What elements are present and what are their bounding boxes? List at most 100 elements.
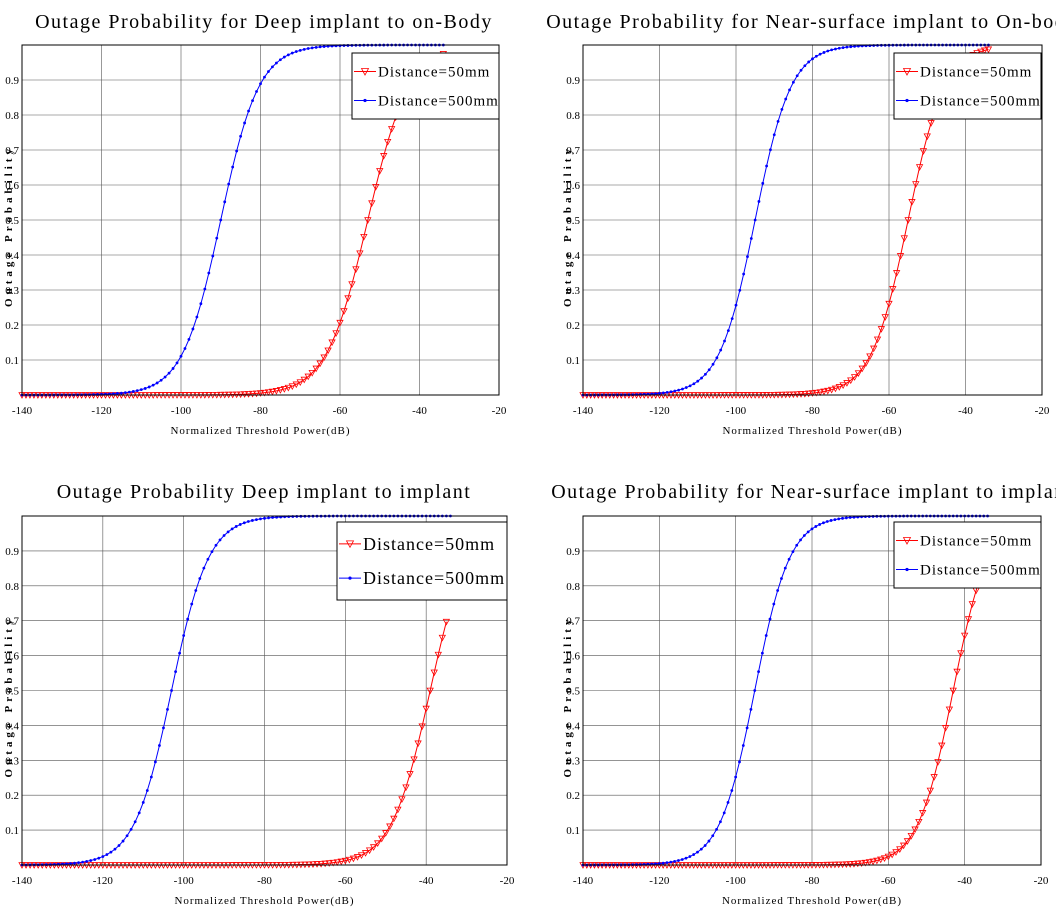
y-axis-label: Outage Probability bbox=[3, 616, 15, 778]
data-point-50mm bbox=[309, 861, 317, 868]
data-point-500mm bbox=[719, 820, 722, 824]
data-point-50mm bbox=[384, 139, 392, 146]
data-point-500mm bbox=[259, 82, 262, 86]
data-point-500mm bbox=[829, 519, 833, 522]
x-tick-label: -60 bbox=[338, 875, 353, 887]
x-tick-label: -140 bbox=[12, 405, 33, 417]
data-point-50mm bbox=[410, 756, 418, 764]
data-point-500mm bbox=[190, 602, 194, 606]
data-point-50mm bbox=[873, 336, 882, 344]
data-point-50mm bbox=[884, 853, 893, 861]
x-tick-label: -120 bbox=[91, 405, 112, 417]
data-point-50mm bbox=[843, 380, 851, 387]
data-point-500mm bbox=[129, 827, 133, 831]
data-point-50mm bbox=[292, 381, 300, 389]
data-point-50mm bbox=[372, 183, 380, 191]
chart-panel-1: -140 -120 -100 -80 -60 -40 -20 0.1 0.2 0.3 0.4 0.5 0… bbox=[3, 11, 507, 437]
data-point-500mm bbox=[170, 689, 173, 692]
data-point-500mm bbox=[673, 860, 676, 863]
data-point-500mm bbox=[657, 862, 661, 865]
data-point-500mm bbox=[234, 525, 238, 528]
legend-label-50mm: Distance=50mm bbox=[920, 64, 1032, 80]
data-point-500mm bbox=[830, 48, 834, 52]
data-point-50mm bbox=[430, 669, 438, 677]
data-point-500mm bbox=[802, 534, 806, 537]
data-point-50mm bbox=[899, 842, 908, 850]
data-point-500mm bbox=[73, 861, 76, 865]
data-point-50mm bbox=[919, 148, 928, 155]
x-tick-label: -100 bbox=[171, 405, 192, 417]
x-tick-label: -140 bbox=[573, 875, 594, 887]
data-point-500mm bbox=[726, 329, 730, 332]
x-tick-label: -100 bbox=[726, 875, 747, 887]
data-point-50mm bbox=[365, 847, 374, 855]
data-point-500mm bbox=[822, 51, 826, 54]
data-point-500mm bbox=[199, 302, 203, 306]
data-point-50mm bbox=[378, 835, 386, 843]
data-point-500mm bbox=[780, 108, 784, 111]
data-point-500mm bbox=[742, 272, 746, 276]
legend-label-50mm: Distance=50mm bbox=[363, 534, 495, 554]
data-point-500mm bbox=[167, 371, 171, 375]
data-point-50mm bbox=[422, 705, 430, 713]
data-point-500mm bbox=[133, 820, 137, 824]
data-point-50mm bbox=[337, 858, 345, 866]
chart-title: Outage Probability for Near-surface impl… bbox=[551, 481, 1056, 503]
data-point-50mm bbox=[394, 806, 402, 814]
data-point-50mm bbox=[820, 388, 828, 396]
data-point-50mm bbox=[284, 384, 293, 392]
data-point-50mm bbox=[850, 374, 859, 381]
legend-box bbox=[893, 52, 1042, 120]
data-point-50mm bbox=[854, 370, 863, 377]
y-tick-label: 0.5 bbox=[5, 686, 19, 698]
y-tick-label: 0.6 bbox=[566, 180, 580, 192]
data-point-500mm bbox=[665, 390, 669, 394]
x-tick-label: -20 bbox=[500, 875, 515, 887]
data-point-500mm bbox=[745, 726, 749, 730]
data-point-500mm bbox=[849, 45, 853, 49]
y-tick-label: 0.3 bbox=[566, 285, 580, 297]
data-point-50mm bbox=[896, 253, 905, 260]
data-point-50mm bbox=[252, 390, 261, 398]
data-point-500mm bbox=[227, 182, 231, 186]
data-point-500mm bbox=[195, 315, 199, 319]
data-point-500mm bbox=[235, 149, 239, 153]
y-tick-label: 0.7 bbox=[566, 145, 580, 157]
data-point-50mm bbox=[824, 387, 832, 395]
data-point-500mm bbox=[179, 354, 183, 358]
data-point-500mm bbox=[163, 375, 167, 379]
data-point-50mm bbox=[364, 217, 372, 224]
data-point-500mm bbox=[226, 530, 230, 534]
y-tick-label: 0.8 bbox=[566, 581, 580, 593]
y-tick-label: 0.8 bbox=[5, 110, 19, 122]
y-tick-label: 0.8 bbox=[5, 581, 19, 593]
data-point-50mm bbox=[930, 774, 938, 781]
y-axis-label: Outage Probability bbox=[562, 616, 574, 778]
legend: Distance=50mm Distance=500mm bbox=[336, 521, 508, 601]
data-point-50mm bbox=[320, 354, 328, 362]
data-point-50mm bbox=[325, 860, 333, 867]
data-point-500mm bbox=[187, 337, 191, 341]
x-tick-label: -20 bbox=[1034, 875, 1049, 887]
data-point-500mm bbox=[109, 850, 113, 854]
data-point-500mm bbox=[202, 566, 206, 570]
x-tick-label: -100 bbox=[726, 405, 747, 417]
data-point-500mm bbox=[171, 367, 175, 370]
data-point-50mm bbox=[380, 153, 388, 160]
data-point-50mm bbox=[340, 308, 348, 315]
axes-frame bbox=[21, 515, 508, 866]
y-tick-label: 0.5 bbox=[566, 686, 580, 698]
data-point-500mm bbox=[145, 789, 149, 792]
data-point-500mm bbox=[837, 46, 841, 50]
data-point-500mm bbox=[738, 288, 742, 292]
legend: Distance=50mm Distance=500mm bbox=[351, 52, 500, 120]
x-tick-label: -20 bbox=[492, 405, 507, 417]
y-tick-label: 0.6 bbox=[5, 651, 19, 663]
y-tick-label: 0.9 bbox=[566, 546, 580, 558]
data-point-500mm bbox=[174, 670, 177, 674]
data-point-500mm bbox=[711, 834, 715, 838]
y-tick-label: 0.2 bbox=[5, 790, 19, 802]
data-point-50mm bbox=[858, 365, 866, 373]
x-tick-label: -120 bbox=[93, 875, 114, 887]
axes-frame bbox=[582, 515, 1042, 866]
